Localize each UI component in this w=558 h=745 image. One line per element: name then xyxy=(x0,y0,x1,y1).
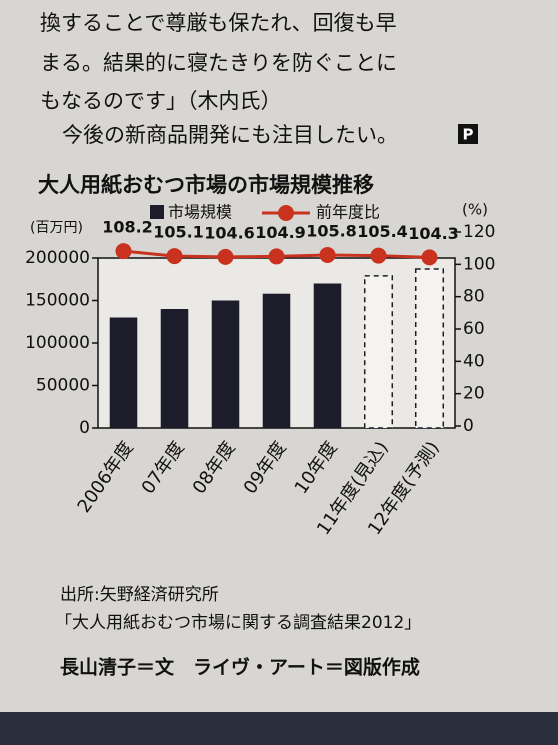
bar xyxy=(211,300,240,428)
value-label: 104.9 xyxy=(255,223,306,242)
value-label: 105.8 xyxy=(306,221,357,240)
y-tick-label: 200000 xyxy=(25,248,90,268)
marker xyxy=(166,248,183,265)
y-tick-label: 0 xyxy=(79,418,90,438)
source: 出所:矢野経済研究所 xyxy=(60,585,219,605)
bar xyxy=(160,309,189,428)
value-label: 108.2 xyxy=(102,218,153,237)
value-label: 105.1 xyxy=(153,223,204,242)
y2-tick-label: 100 xyxy=(463,254,495,274)
y-axis-label: (百万円) xyxy=(30,220,83,236)
end-mark-box xyxy=(458,124,478,144)
paragraph: 換することで尊厳も保たれ、回復も早 xyxy=(40,11,397,35)
y2-tick-label: 40 xyxy=(463,351,485,371)
legend-label: 前年度比 xyxy=(316,203,380,222)
bar xyxy=(109,317,138,428)
marker xyxy=(217,248,234,265)
paragraph: まる。結果的に寝たきりを防ぐことに xyxy=(40,51,397,75)
marker xyxy=(370,247,387,264)
bar xyxy=(414,268,445,429)
marker xyxy=(115,243,132,260)
value-label: 104.6 xyxy=(204,223,255,242)
y2-tick-label: 0 xyxy=(463,416,474,436)
y-tick-label: 50000 xyxy=(36,376,90,396)
legend-label: 市場規模 xyxy=(168,203,232,222)
bar xyxy=(262,293,291,428)
chart-title: 大人用紙おむつ市場の市場規模推移 xyxy=(38,173,374,197)
y2-tick-label: 20 xyxy=(463,384,485,404)
paragraph: 今後の新商品開発にも注目したい。 xyxy=(62,123,398,147)
legend-swatch xyxy=(150,205,164,219)
credit: 長山清子＝文 ライヴ・アート＝図版作成 xyxy=(60,656,420,679)
value-label: 105.4 xyxy=(357,222,408,241)
y2-axis-label: (%) xyxy=(462,201,488,219)
bar xyxy=(363,275,394,429)
end-mark: P xyxy=(463,126,474,144)
marker xyxy=(268,248,285,265)
y2-tick-label: 120 xyxy=(463,222,495,242)
legend-marker xyxy=(278,205,294,221)
y2-tick-label: 60 xyxy=(463,319,485,339)
y-tick-label: 150000 xyxy=(25,291,90,311)
paragraph: もなるのです」（木内氏） xyxy=(40,89,282,113)
source-title: 「大人用紙おむつ市場に関する調査結果2012」 xyxy=(55,613,421,633)
marker xyxy=(421,249,438,266)
y-tick-label: 100000 xyxy=(25,333,90,353)
bar xyxy=(313,283,342,428)
value-label: 104.3 xyxy=(408,224,459,243)
marker xyxy=(319,246,336,263)
y2-tick-label: 80 xyxy=(463,287,485,307)
page-edge xyxy=(0,712,558,745)
